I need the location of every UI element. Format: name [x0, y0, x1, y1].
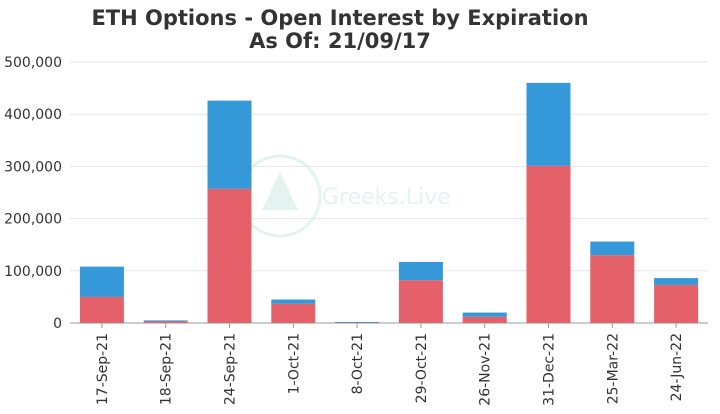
- watermark-logo-shape: [262, 172, 298, 210]
- bar-segment: [398, 280, 443, 323]
- x-tick-label: 24-Sep-21: [223, 333, 239, 405]
- bar-segment: [143, 321, 188, 323]
- y-tick-label: 300,000: [4, 159, 62, 175]
- bar-segment: [207, 100, 252, 189]
- x-tick-label: 17-Sep-21: [95, 333, 111, 405]
- chart-title: ETH Options - Open Interest by Expiratio…: [91, 6, 589, 30]
- watermark-text: Greeks.Live: [322, 185, 451, 210]
- y-tick-label: 100,000: [4, 264, 62, 280]
- x-tick-label: 24-Jun-22: [669, 333, 685, 401]
- bar-segment: [79, 296, 124, 323]
- bar-segment: [590, 241, 635, 256]
- x-tick-label: 31-Dec-21: [542, 333, 558, 406]
- bar-segment: [526, 82, 571, 166]
- bar-segment: [335, 321, 380, 323]
- bar-segment: [462, 312, 507, 317]
- bar-segment: [335, 322, 380, 324]
- bar-segment: [143, 320, 188, 322]
- bar-segment: [462, 316, 507, 323]
- bar-segment: [590, 255, 635, 323]
- bar-segment: [271, 299, 316, 304]
- x-tick-label: 29-Oct-21: [414, 333, 430, 403]
- y-tick-label: 0: [53, 316, 62, 332]
- bar-segment: [654, 278, 699, 285]
- bar-segment: [207, 188, 252, 323]
- x-tick-label: 8-Oct-21: [350, 333, 366, 394]
- y-tick-label: 200,000: [4, 212, 62, 228]
- y-tick-label: 400,000: [4, 107, 62, 123]
- y-tick-label: 500,000: [4, 55, 62, 71]
- bar-segment: [398, 261, 443, 281]
- bar-segment: [79, 266, 124, 297]
- x-tick-label: 1-Oct-21: [286, 333, 302, 394]
- bar-segment: [271, 303, 316, 323]
- watermark: Greeks.Live: [238, 154, 451, 238]
- x-tick-label: 18-Sep-21: [159, 333, 175, 405]
- x-tick-label: 26-Nov-21: [478, 333, 494, 406]
- bar-segment: [654, 284, 699, 323]
- x-tick-label: 25-Mar-22: [605, 333, 621, 404]
- bar-segment: [526, 165, 571, 323]
- chart-subtitle: As Of: 21/09/17: [249, 29, 431, 53]
